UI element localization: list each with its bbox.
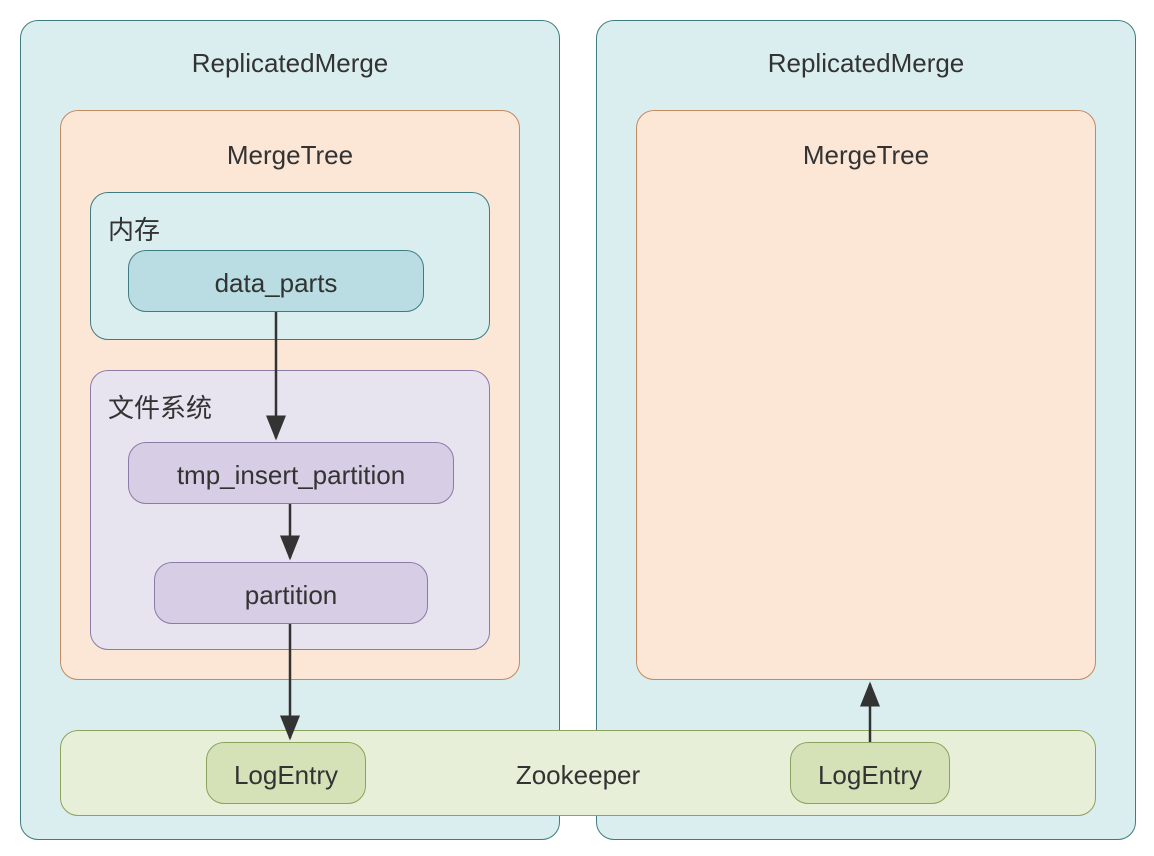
filesystem-label: 文件系统	[108, 388, 212, 425]
memory-label: 内存	[108, 210, 160, 247]
mt-right-label: MergeTree	[636, 140, 1096, 171]
rm-left-label: ReplicatedMerge	[20, 48, 560, 79]
rm-right-label: ReplicatedMerge	[596, 48, 1136, 79]
mt-left-label: MergeTree	[60, 140, 520, 171]
logentry-right-label: LogEntry	[790, 760, 950, 791]
mergetree-right	[636, 110, 1096, 680]
partition-label: partition	[154, 580, 428, 611]
data-parts-label: data_parts	[128, 268, 424, 299]
tmp-partition-label: tmp_insert_partition	[128, 460, 454, 491]
logentry-left-label: LogEntry	[206, 760, 366, 791]
